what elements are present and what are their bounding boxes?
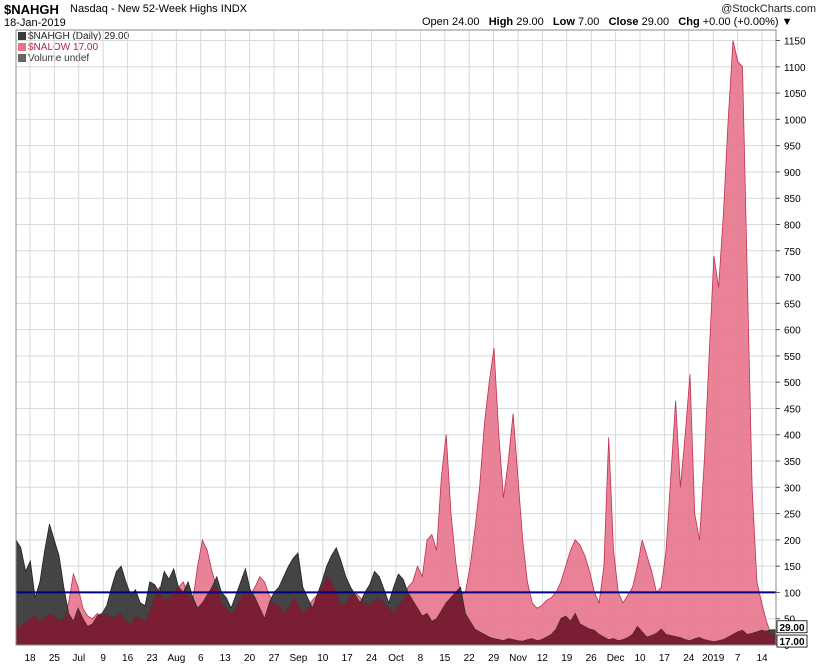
- x-tick-label: Jul: [72, 653, 85, 664]
- legend-label-volume: Volume undef: [28, 53, 90, 64]
- close-value: 29.00: [641, 16, 670, 28]
- y-tick-label: 750: [784, 247, 801, 258]
- price-tag-nahgh: 29.00: [779, 623, 804, 634]
- y-tick-label: 150: [784, 562, 801, 573]
- price-tags: 29.00 17.00: [776, 620, 808, 648]
- x-tick-label: 16: [122, 653, 134, 664]
- y-axis: 0501001502002503003504004505005506006507…: [776, 37, 807, 652]
- x-tick-label: 26: [586, 653, 598, 664]
- price-tag-nahgh-box: [776, 620, 808, 634]
- x-tick-label: 10: [634, 653, 646, 664]
- x-tick-label: 20: [244, 653, 256, 664]
- price-tag-nalow: 17.00: [779, 637, 804, 648]
- close-label: Close: [608, 16, 639, 28]
- x-tick-label: 13: [220, 653, 232, 664]
- x-tick-label: Sep: [290, 653, 308, 664]
- y-tick-label: 1000: [784, 115, 807, 126]
- symbol-description: Nasdaq - New 52-Week Highs INDX: [70, 3, 248, 15]
- x-tick-label: 29: [488, 653, 500, 664]
- high-label: High: [488, 16, 514, 28]
- x-tick-label: 2019: [702, 653, 725, 664]
- y-tick-label: 800: [784, 220, 801, 231]
- x-tick-label: 19: [561, 653, 573, 664]
- x-tick-label: Dec: [607, 653, 625, 664]
- chg-label: Chg: [678, 16, 700, 28]
- x-tick-label: 12: [537, 653, 549, 664]
- x-tick-label: 24: [366, 653, 378, 664]
- x-tick-label: 17: [659, 653, 671, 664]
- x-tick-label: 7: [735, 653, 741, 664]
- legend-item-volume: Volume undef: [18, 53, 89, 64]
- x-tick-label: 27: [268, 653, 280, 664]
- x-tick-label: 6: [198, 653, 204, 664]
- y-tick-label: 1050: [784, 89, 807, 100]
- x-tick-label: 15: [439, 653, 451, 664]
- y-tick-label: 550: [784, 352, 801, 363]
- x-tick-label: Aug: [168, 653, 186, 664]
- y-tick-label: 500: [784, 378, 801, 389]
- price-tag-nalow-box: [776, 634, 808, 648]
- volume-swatch-icon: [18, 54, 26, 62]
- y-tick-label: 600: [784, 326, 801, 337]
- y-tick-label: 450: [784, 404, 801, 415]
- chg-arrow-icon: ▼: [781, 16, 793, 28]
- y-tick-label: 350: [784, 457, 801, 468]
- y-tick-label: 950: [784, 142, 801, 153]
- chart-grid: [16, 30, 776, 646]
- area-swatch-icon: [18, 32, 26, 40]
- chg-value: +0.00 (+0.00%): [702, 16, 779, 28]
- x-tick-label: 17: [342, 653, 354, 664]
- x-axis: 18 25 Jul 9 16 23 Aug 6 13 20 27 Sep 10 17 24 Oct 8 15 22 2…: [24, 653, 768, 664]
- y-tick-label: 1100: [784, 63, 806, 74]
- y-tick-label: 650: [784, 299, 801, 310]
- x-tick-label: 8: [418, 653, 424, 664]
- x-tick-label: 24: [683, 653, 695, 664]
- x-tick-label: 25: [49, 653, 61, 664]
- y-tick-label: 250: [784, 510, 801, 521]
- x-tick-label: Nov: [509, 653, 527, 664]
- chart-date: 18-Jan-2019: [4, 17, 66, 29]
- high-value: 29.00: [516, 16, 544, 28]
- y-tick-label: 700: [784, 273, 801, 284]
- x-tick-label: 23: [146, 653, 158, 664]
- area-swatch-icon: [18, 43, 26, 51]
- low-value: 7.00: [577, 16, 600, 28]
- open-value: 24.00: [451, 16, 480, 28]
- y-tick-label: 50: [784, 615, 796, 626]
- symbol-title: $NAHGH: [4, 2, 59, 17]
- area-overlap: [16, 576, 776, 645]
- x-tick-label: Oct: [388, 653, 404, 664]
- x-tick-label: 9: [100, 653, 106, 664]
- x-tick-label: 10: [317, 653, 329, 664]
- y-tick-label: 300: [784, 483, 801, 494]
- legend-item-nalow: $NALOW 17.00: [18, 42, 98, 53]
- brand-watermark: @StockCharts.com: [721, 3, 816, 15]
- x-tick-label: 14: [756, 653, 768, 664]
- y-tick-label: 1150: [784, 37, 806, 48]
- ohlc-readout: Open 24.00 High 29.00 Low 7.00 Close 29.…: [422, 16, 793, 28]
- x-tick-label: 22: [464, 653, 476, 664]
- y-tick-label: 400: [784, 431, 801, 442]
- low-label: Low: [552, 16, 575, 28]
- y-tick-label: 900: [784, 168, 801, 179]
- open-label: Open: [422, 16, 449, 28]
- y-tick-label: 100: [784, 588, 801, 599]
- legend-label-nalow: $NALOW 17.00: [28, 42, 99, 53]
- x-tick-label: 18: [24, 653, 36, 664]
- y-tick-label: 200: [784, 536, 801, 547]
- y-tick-label: 850: [784, 194, 801, 205]
- plot-frame: [15, 29, 777, 646]
